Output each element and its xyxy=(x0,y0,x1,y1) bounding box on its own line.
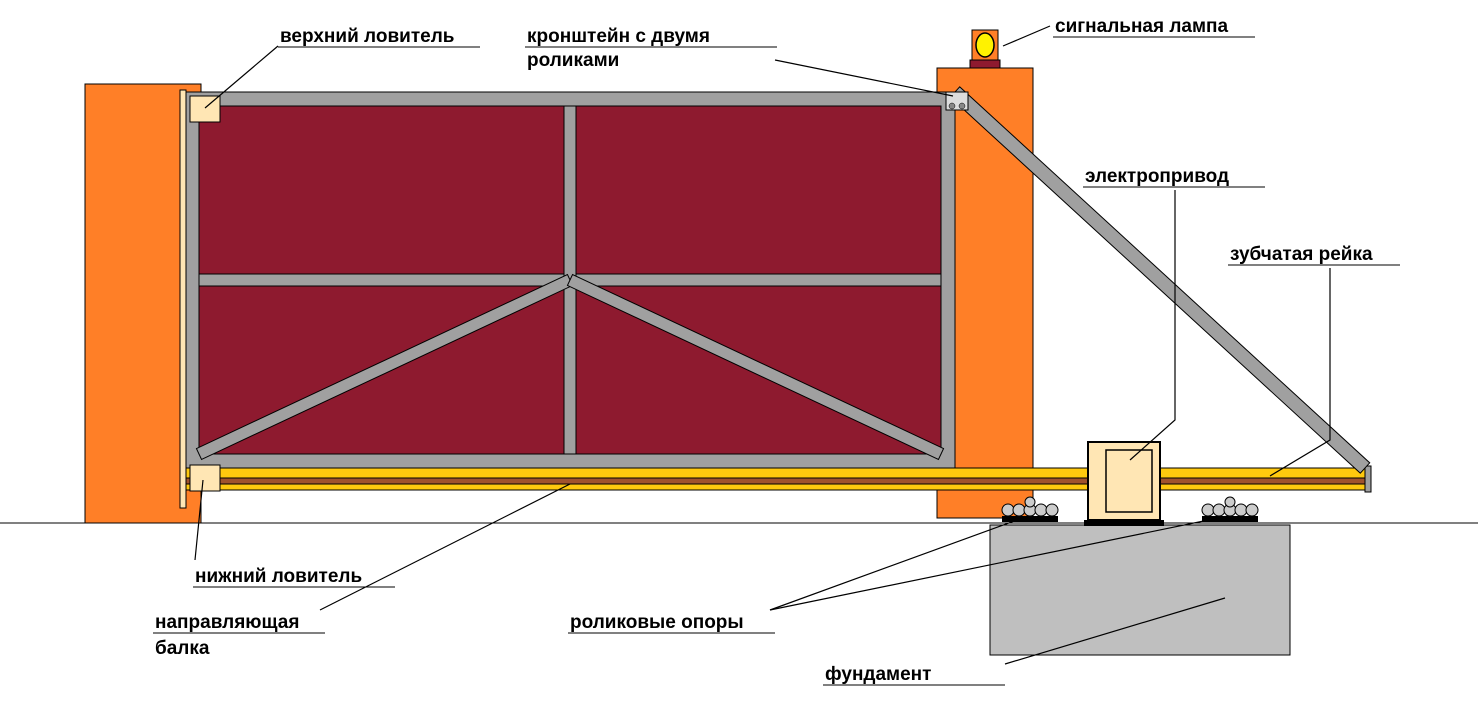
labels.roller_supports: роликовые опоры xyxy=(570,612,744,633)
labels.lower_catcher: нижний ловитель xyxy=(195,566,362,587)
 xyxy=(1002,516,1058,522)
electric-drive xyxy=(1088,442,1160,520)
labels.guide_beam.line2: балка xyxy=(155,638,210,659)
labels.guide_beam.line1: направляющая xyxy=(155,612,299,633)
labels.signal_lamp: сигнальная лампа xyxy=(1055,16,1229,37)
labels.gear_rack: зубчатая рейка xyxy=(1230,244,1373,265)
labels.electric_drive: электропривод xyxy=(1085,166,1229,187)
labels.foundation: фундамент xyxy=(825,664,931,685)
lower-catcher xyxy=(190,465,220,491)
signal-lamp-base xyxy=(970,60,1000,68)
upper-catcher xyxy=(190,96,220,122)
gate-diagram: верхний ловитель кронштейн с двумя роликам… xyxy=(0,0,1478,704)
 xyxy=(1365,466,1371,492)
guide-beam-upper xyxy=(185,468,1365,478)
foundation xyxy=(990,525,1290,655)
labels.upper_catcher: верхний ловитель xyxy=(280,26,454,47)
signal-lamp-bulb xyxy=(976,33,994,57)
left-post xyxy=(180,90,186,508)
gear-rack-bar xyxy=(185,484,1365,490)
labels.bracket.line2: роликами xyxy=(527,50,619,71)
labels.bracket.line1: кронштейн с двумя xyxy=(527,26,710,47)
